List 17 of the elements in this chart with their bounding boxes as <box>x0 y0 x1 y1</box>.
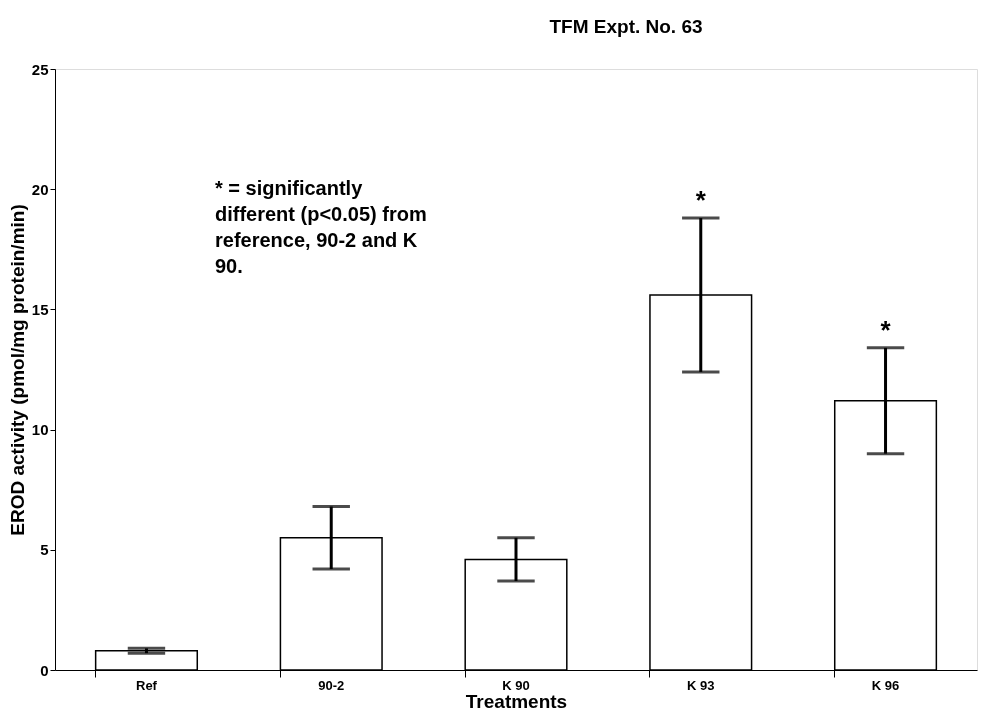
y-tick-label: 15 <box>31 300 49 318</box>
x-tick-label: K 96 <box>871 677 900 693</box>
y-tick-label: 10 <box>31 421 49 439</box>
y-tick-label: 20 <box>31 180 49 198</box>
x-tick-label: 90-2 <box>318 677 345 693</box>
x-tick-label: K 90 <box>502 677 530 693</box>
data-label: * <box>880 314 892 345</box>
chart-title: TFM Expt. No. 63 <box>549 16 703 37</box>
data-label: * <box>695 185 707 216</box>
y-tick-label: 5 <box>40 541 49 559</box>
x-tick-label: Ref <box>135 677 158 693</box>
y-tick-label: 25 <box>31 60 49 78</box>
annotation: * = significantly different (p<0.05) from reference, 90-2 and K 90. <box>215 177 427 277</box>
y-axis-title: EROD activity (pmol/mg protein/min) <box>6 204 28 536</box>
y-tick-label: 0 <box>40 661 49 679</box>
x-tick-label: K 93 <box>687 677 715 693</box>
x-axis-title: Treatments <box>465 690 568 712</box>
